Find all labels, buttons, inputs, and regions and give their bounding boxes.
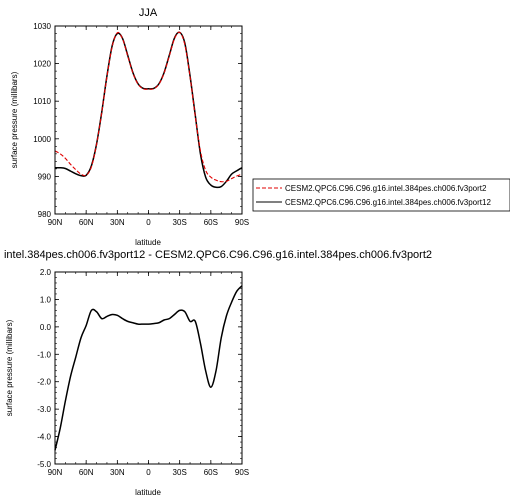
- top-x-tick-label: 60S: [204, 218, 218, 227]
- top-x-tick-label: 60N: [79, 218, 94, 227]
- bottom-y-tick-label: 0.0: [40, 323, 52, 332]
- top-chart-title: JJA: [139, 7, 158, 19]
- top-x-tick-label: 30N: [110, 218, 125, 227]
- bottom-x-axis-label: latitude: [135, 488, 161, 497]
- bottom-series-line-1: [54, 285, 243, 451]
- bottom-x-tick-label: 0: [146, 468, 151, 477]
- bottom-panel: intel.384pes.ch006.fv3port12 - CESM2.QPC…: [4, 249, 432, 497]
- top-y-tick-label: 1020: [33, 60, 51, 69]
- bottom-y-tick-label: 2.0: [40, 268, 52, 277]
- top-y-axis-label: surface pressure (millibars): [10, 71, 19, 168]
- bottom-y-tick-label: -2.0: [37, 378, 51, 387]
- top-x-axis-label: latitude: [135, 238, 161, 247]
- top-ticks: 90N 60N 30N 0 30S 60S 90S 980 990 1000 1010 1020 103…: [33, 22, 249, 227]
- top-series-line-2: [54, 31, 243, 189]
- bottom-y-axis-label: surface pressure (millibars): [5, 319, 14, 416]
- bottom-x-tick-label: 90S: [235, 468, 249, 477]
- bottom-y-tick-label: 1.0: [40, 295, 52, 304]
- top-x-tick-label: 90S: [235, 218, 249, 227]
- bottom-ticks: 90N 60N 30N 0 30S 60S 90S -5.0 -4.0 -3.0 -2.0 -1.0 0…: [37, 268, 249, 477]
- bottom-plot-frame: [54, 271, 243, 465]
- bottom-y-tick-label: -4.0: [37, 433, 51, 442]
- top-y-tick-label: 1000: [33, 135, 51, 144]
- bottom-x-tick-label: 60N: [79, 468, 94, 477]
- bottom-x-tick-label: 60S: [204, 468, 218, 477]
- bottom-x-tick-label: 30S: [173, 468, 187, 477]
- top-panel: JJA 90N 60N 30N 0 30S 60S 90S 980 990 1000 1010 102…: [10, 7, 249, 247]
- legend-box: [252, 178, 510, 212]
- top-y-tick-label: 990: [38, 172, 52, 181]
- legend-label-series-1: CESM2.QPC6.C96.C96.g16.intel.384pes.ch00…: [285, 184, 487, 193]
- top-series-line-1: [54, 31, 243, 183]
- legend-label-series-2: CESM2.QPC6.C96.C96.g16.intel.384pes.ch00…: [285, 198, 491, 207]
- top-x-tick-label: 30S: [173, 218, 187, 227]
- top-plot-frame: [54, 25, 243, 215]
- bottom-y-tick-label: -3.0: [37, 405, 51, 414]
- top-x-tick-label: 0: [146, 218, 151, 227]
- bottom-series: [54, 285, 243, 451]
- top-series: [54, 31, 243, 189]
- top-x-tick-label: 90N: [48, 218, 63, 227]
- legend: CESM2.QPC6.C96.C96.g16.intel.384pes.ch00…: [252, 178, 510, 212]
- top-y-tick-label: 1030: [33, 22, 51, 31]
- top-y-tick-label: 1010: [33, 97, 51, 106]
- bottom-chart-title: intel.384pes.ch006.fv3port12 - CESM2.QPC…: [4, 249, 432, 261]
- bottom-x-tick-label: 90N: [48, 468, 63, 477]
- bottom-y-tick-label: -5.0: [37, 460, 51, 469]
- bottom-y-tick-label: -1.0: [37, 350, 51, 359]
- top-y-tick-label: 980: [38, 210, 52, 219]
- bottom-x-tick-label: 30N: [110, 468, 125, 477]
